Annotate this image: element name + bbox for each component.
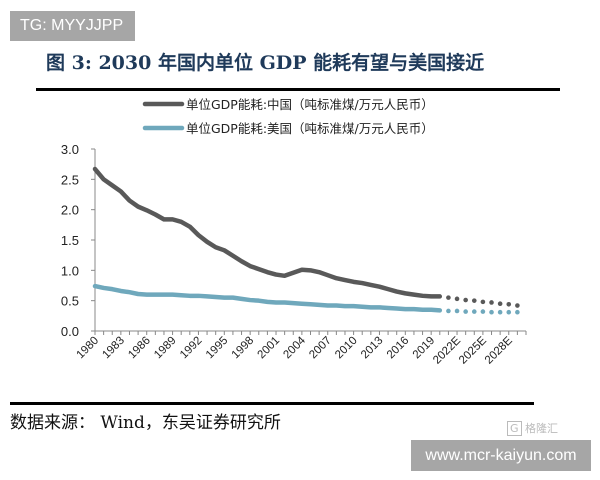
figure-title: 图 3: 2030 年国内单位 GDP 能耗有望与美国接近: [46, 52, 485, 74]
x-tick-label: 2007: [307, 335, 334, 362]
series-line-us: [92, 283, 443, 313]
x-tick-label: 1983: [100, 335, 127, 362]
source-divider: [10, 402, 534, 405]
x-tick-label: 2025E: [457, 334, 489, 366]
forecast-point-us: [471, 309, 477, 314]
forecast-point-china: [480, 299, 486, 305]
y-tick-label: 0.5: [61, 294, 79, 309]
y-tick-label: 3.0: [61, 142, 79, 157]
logo-text: 格隆汇: [525, 422, 559, 435]
logo: G 格隆汇: [507, 420, 558, 436]
forecast-point-us: [454, 308, 460, 314]
forecast-point-china: [471, 298, 477, 303]
plot-area: [92, 166, 520, 315]
forecast-point-us: [506, 309, 512, 315]
forecast-point-china: [506, 302, 512, 307]
legend-label: 单位GDP能耗:美国（吨标准煤/万元人民币）: [186, 121, 434, 136]
x-tick-label: 1998: [230, 335, 257, 362]
y-tick-label: 1.0: [61, 263, 79, 278]
forecast-point-us: [463, 309, 468, 314]
series-line-china: [92, 166, 443, 299]
y-tick-label: 2.0: [61, 203, 79, 218]
forecast-point-china: [446, 295, 451, 300]
forecast-point-us: [480, 309, 486, 314]
x-tick-label: 2013: [359, 335, 386, 362]
x-tick-label: 2001: [256, 335, 283, 362]
y-tick-label: 2.5: [61, 172, 79, 187]
y-tick-label: 1.5: [61, 233, 79, 248]
source-note: 数据来源： Wind，东吴证券研究所: [10, 413, 281, 433]
y-tick-label: 0.0: [61, 324, 79, 339]
forecast-point-china: [497, 301, 503, 307]
title-divider: [36, 88, 560, 91]
legend-label: 单位GDP能耗:中国（吨标准煤/万元人民币）: [186, 97, 434, 112]
forecast-point-china: [454, 296, 460, 302]
x-tick-label: 2028E: [483, 334, 515, 366]
forecast-point-us: [489, 309, 494, 315]
legend: 单位GDP能耗:中国（吨标准煤/万元人民币） 单位GDP能耗:美国（吨标准煤/万元…: [142, 97, 434, 136]
watermark-tag: TG: MYYJJPP: [10, 11, 135, 41]
x-tick-label: 2016: [385, 335, 412, 362]
forecast-point-us: [515, 309, 520, 315]
watermark-url: www.mcr-kaiyun.com: [411, 440, 591, 471]
x-tick-label: 2022E: [431, 334, 463, 366]
forecast-point-china: [515, 303, 520, 308]
forecast-point-us: [446, 308, 451, 314]
forecast-point-us: [497, 309, 503, 315]
x-tick-label: 2010: [333, 335, 360, 362]
x-tick-label: 1989: [152, 335, 179, 362]
x-tick-label: 1986: [126, 335, 153, 362]
x-tick-label: 1992: [178, 335, 205, 362]
forecast-point-china: [489, 300, 494, 305]
x-tick-label: 2004: [281, 334, 308, 361]
forecast-point-china: [463, 297, 468, 303]
x-tick-label: 1995: [204, 335, 231, 362]
